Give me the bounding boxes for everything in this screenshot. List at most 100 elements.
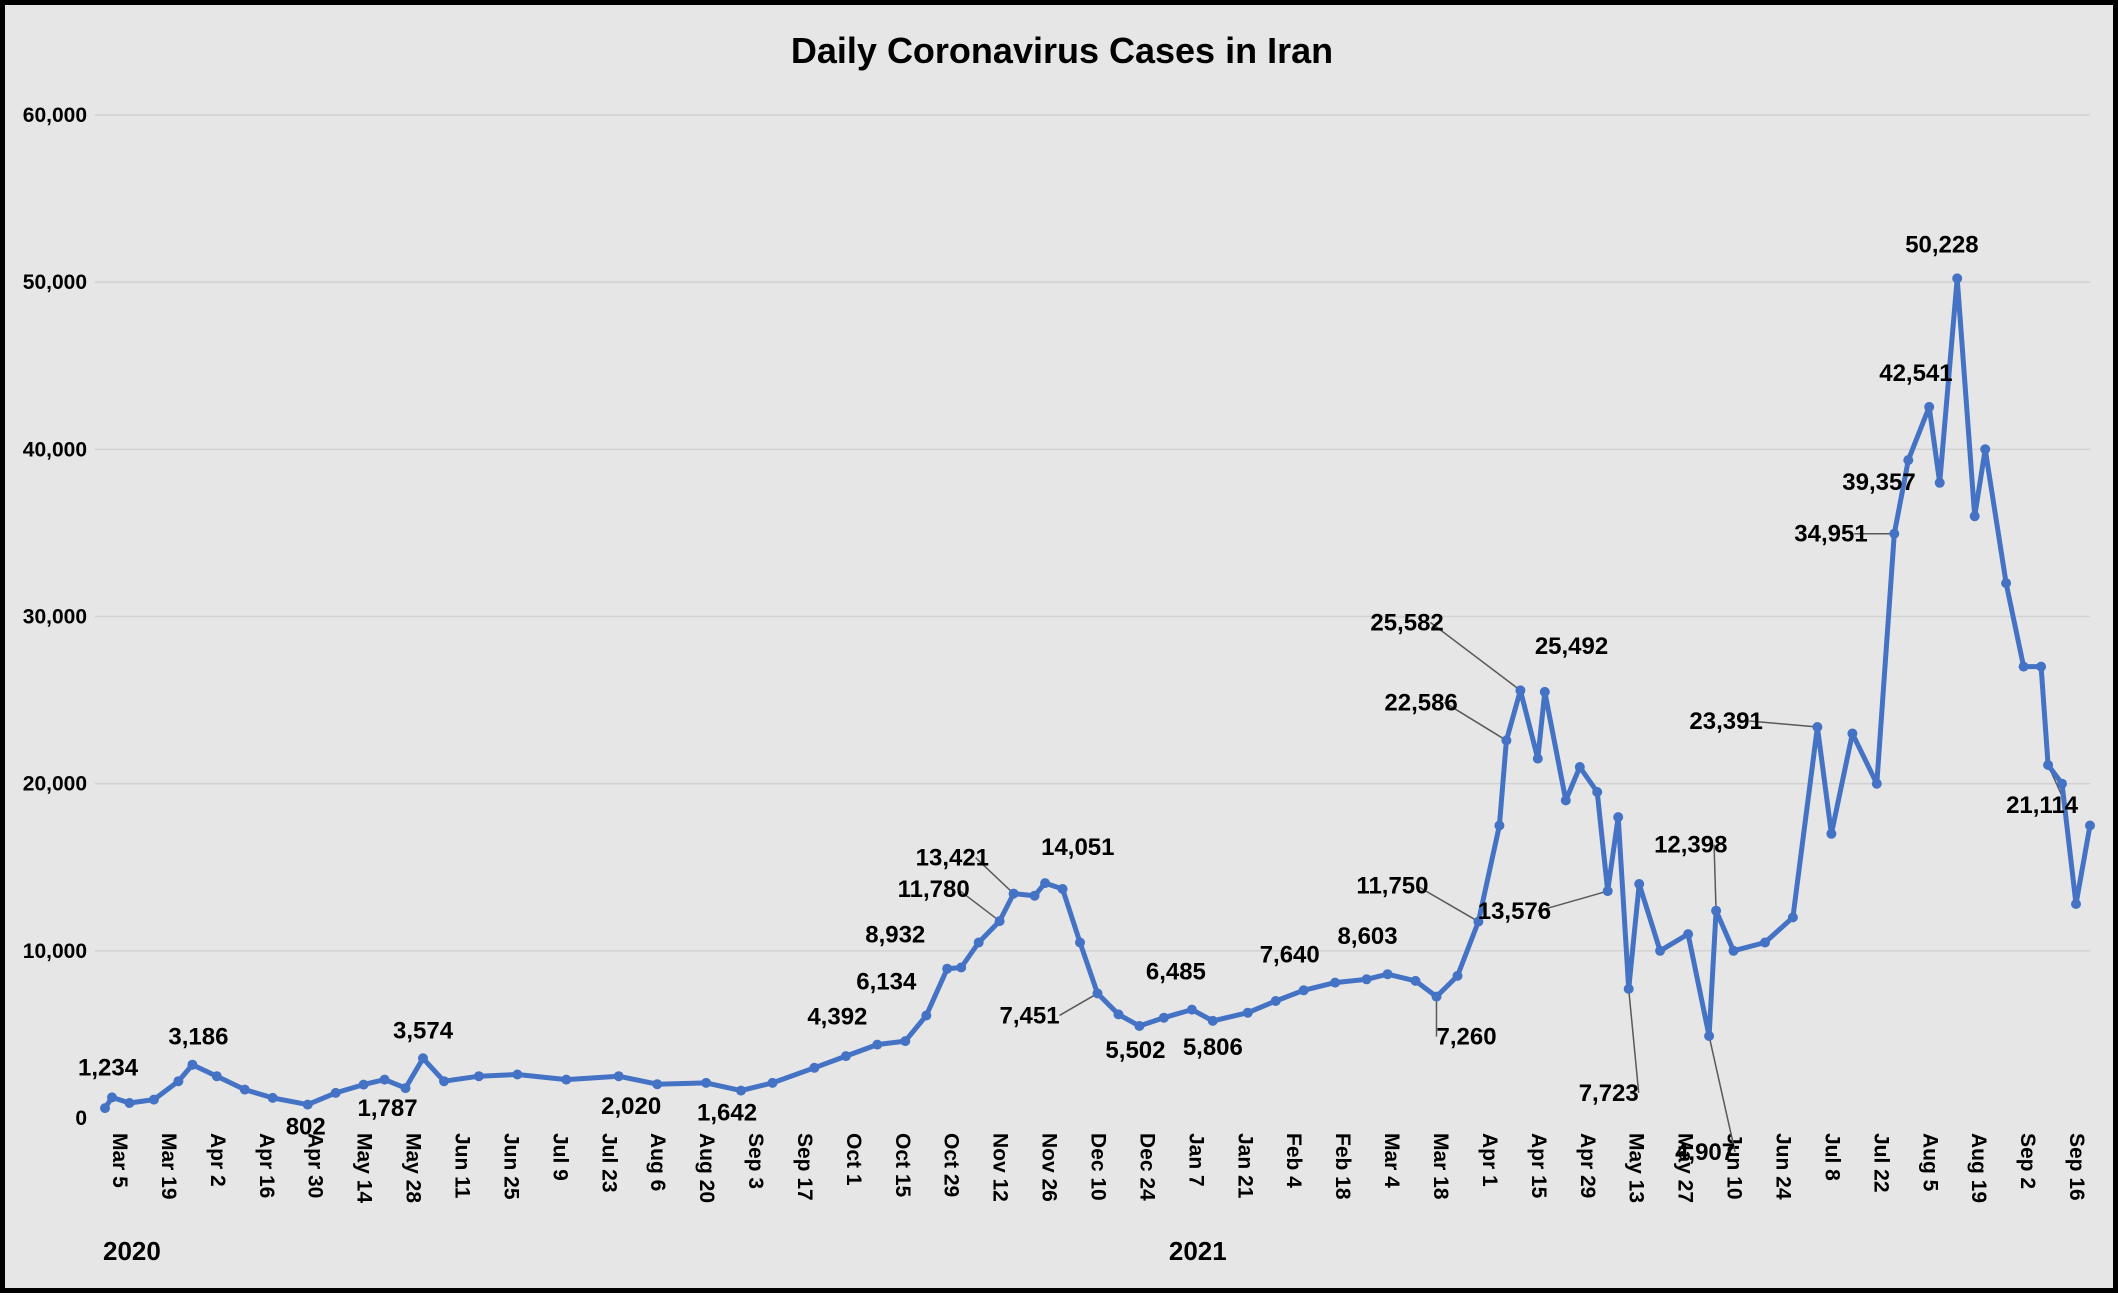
year-label: 2021	[1169, 1236, 1227, 1266]
x-tick-label: Jan 7	[1184, 1133, 1207, 1187]
y-tick-label: 20,000	[23, 773, 87, 796]
data-point	[1473, 916, 1484, 927]
data-point	[187, 1059, 198, 1070]
annotation-label: 25,582	[1370, 609, 1443, 636]
x-tick-label: Mar 5	[108, 1133, 131, 1188]
annotation-label: 3,574	[393, 1017, 454, 1044]
data-point	[1501, 735, 1512, 746]
data-point	[973, 937, 984, 948]
x-tick-label: Sep 16	[2065, 1133, 2088, 1201]
annotation-label: 2,020	[601, 1093, 661, 1120]
data-point	[1158, 1012, 1169, 1023]
x-tick-label: Feb 4	[1282, 1133, 1305, 1188]
x-tick-label: Apr 2	[206, 1133, 229, 1187]
data-point	[1134, 1021, 1145, 1031]
year-labels: 2020 2021	[103, 1236, 1227, 1266]
annotation-label: 6,485	[1146, 959, 1206, 986]
annotation-label: 5,502	[1105, 1037, 1165, 1064]
annotation-leader	[957, 888, 1001, 922]
annotation-leader	[1416, 884, 1479, 923]
x-tick-label: Oct 1	[842, 1133, 865, 1186]
data-point	[809, 1062, 820, 1073]
y-tick-label: 60,000	[23, 104, 87, 127]
data-point	[956, 962, 967, 973]
data-point	[2036, 661, 2047, 672]
data-point	[124, 1098, 135, 1108]
annotation-label: 1,642	[697, 1100, 757, 1127]
data-point	[1812, 722, 1823, 732]
annotation-leader	[1713, 844, 1717, 911]
grid-layer	[95, 114, 2090, 952]
data-point	[1903, 455, 1914, 466]
data-point	[173, 1076, 184, 1087]
y-tick-label: 40,000	[23, 438, 87, 461]
y-tick-label: 0	[75, 1107, 87, 1130]
data-point	[2057, 778, 2067, 789]
data-point	[840, 1051, 851, 1062]
data-point	[1410, 975, 1421, 986]
x-tick-label: Mar 19	[157, 1133, 180, 1200]
x-tick-label: May 28	[402, 1133, 425, 1203]
x-tick-label: Apr 16	[255, 1133, 278, 1198]
data-point	[613, 1071, 624, 1082]
data-point	[921, 1010, 932, 1021]
data-point	[1560, 795, 1571, 806]
data-point	[2071, 899, 2081, 909]
annotation-leader	[1443, 701, 1507, 742]
annotation-leader	[1537, 890, 1608, 912]
x-tick-label: May 27	[1674, 1133, 1697, 1203]
x-tick-label: Aug 5	[1918, 1133, 1941, 1192]
data-point	[400, 1083, 411, 1094]
data-point	[379, 1074, 390, 1085]
x-tick-label: Aug 6	[646, 1133, 669, 1191]
annotation-label: 4,907	[1675, 1139, 1735, 1166]
data-point	[2043, 760, 2054, 770]
annotation-label: 13,421	[916, 845, 989, 872]
data-point	[267, 1092, 278, 1103]
x-tick-label: Nov 12	[989, 1133, 1012, 1202]
x-tick-label: Apr 29	[1576, 1133, 1599, 1198]
x-tick-label: Jan 21	[1233, 1133, 1256, 1199]
data-point	[1728, 945, 1739, 956]
data-point	[1057, 884, 1068, 894]
data-point	[1889, 528, 1900, 539]
annotation-label: 6,134	[856, 968, 917, 995]
data-point	[872, 1039, 883, 1050]
data-point	[1847, 728, 1858, 739]
x-tick-label: May 13	[1625, 1133, 1648, 1203]
data-point	[2018, 661, 2029, 672]
x-tick-label: Jul 8	[1820, 1133, 1843, 1181]
data-point	[652, 1079, 663, 1090]
annotation-leader	[1429, 621, 1521, 691]
x-tick-label: Sep 3	[744, 1133, 767, 1189]
annotation-label: 12,398	[1654, 832, 1727, 859]
data-point	[2085, 820, 2095, 831]
x-tick-label: Oct 29	[940, 1133, 963, 1197]
line-chart: Daily Coronavirus Cases in Iran 0 10,000 2…	[23, 30, 2095, 1266]
x-tick-label: Feb 18	[1331, 1133, 1354, 1200]
x-tick-label: Jun 11	[450, 1133, 473, 1199]
data-point	[239, 1084, 250, 1095]
data-point	[1574, 762, 1585, 772]
annotation-leader	[1627, 988, 1640, 1093]
data-point	[942, 963, 953, 974]
x-tick-label: Jul 22	[1869, 1133, 1892, 1193]
y-axis-tick-labels: 0 10,000 20,000 30,000 40,000 50,000 60,000	[23, 104, 87, 1130]
x-tick-label: Oct 15	[891, 1133, 914, 1198]
x-tick-label: Aug 20	[695, 1133, 718, 1203]
y-tick-label: 30,000	[23, 606, 87, 629]
annotation-label: 25,492	[1535, 633, 1608, 660]
annotation-label: 1,234	[78, 1054, 139, 1081]
annotation-labels: 1,234 3,186 802 1,787 3,574 2,020 1,642 4,392 6,…	[78, 231, 2079, 1166]
data-point	[100, 1103, 110, 1114]
annotation-label: 42,541	[1879, 360, 1952, 387]
data-point	[1186, 1004, 1197, 1015]
y-tick-label: 50,000	[23, 271, 87, 294]
data-point	[900, 1036, 911, 1047]
data-point	[1952, 273, 1963, 284]
data-point	[1361, 974, 1372, 985]
data-point	[994, 916, 1005, 927]
data-point	[561, 1074, 572, 1085]
annotation-label: 1,787	[358, 1095, 418, 1122]
data-point	[1113, 1009, 1124, 1020]
